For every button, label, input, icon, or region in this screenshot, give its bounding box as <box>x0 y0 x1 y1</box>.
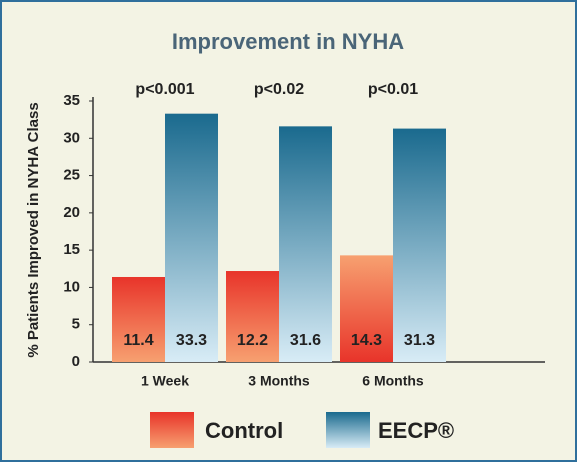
data-label: 12.2 <box>237 332 268 349</box>
annotation: p<0.01 <box>368 81 418 98</box>
y-tick-label: 35 <box>63 92 80 109</box>
y-tick-label: 15 <box>63 241 80 258</box>
x-tick-label: 3 Months <box>248 373 310 389</box>
data-label: 33.3 <box>176 332 207 349</box>
data-label: 11.4 <box>123 332 153 349</box>
y-tick-label: 20 <box>63 204 80 221</box>
x-tick-label: 6 Months <box>362 373 424 389</box>
y-tick-label: 0 <box>72 353 80 370</box>
bar <box>226 271 279 362</box>
annotation: p<0.02 <box>254 81 304 98</box>
bar <box>393 128 446 362</box>
y-tick-label: 10 <box>63 278 80 295</box>
annotation: p<0.001 <box>135 81 194 98</box>
y-tick-label: 30 <box>63 129 80 146</box>
legend-swatch <box>326 412 370 448</box>
data-label: 31.6 <box>290 332 321 349</box>
legend-label: EECP® <box>378 418 454 443</box>
x-tick-label: 1 Week <box>141 373 189 389</box>
legend-swatch <box>150 412 194 448</box>
bar <box>112 276 165 362</box>
y-tick-label: 5 <box>72 316 80 333</box>
bar <box>340 255 393 362</box>
legend-label: Control <box>205 418 283 443</box>
bar <box>165 113 218 362</box>
chart-title: Improvement in NYHA <box>172 29 404 54</box>
y-axis-label: % Patients Improved in NYHA Class <box>25 102 42 357</box>
y-tick-label: 25 <box>63 167 80 184</box>
data-label: 31.3 <box>404 332 435 349</box>
bar <box>279 126 332 363</box>
data-label: 14.3 <box>351 332 382 349</box>
